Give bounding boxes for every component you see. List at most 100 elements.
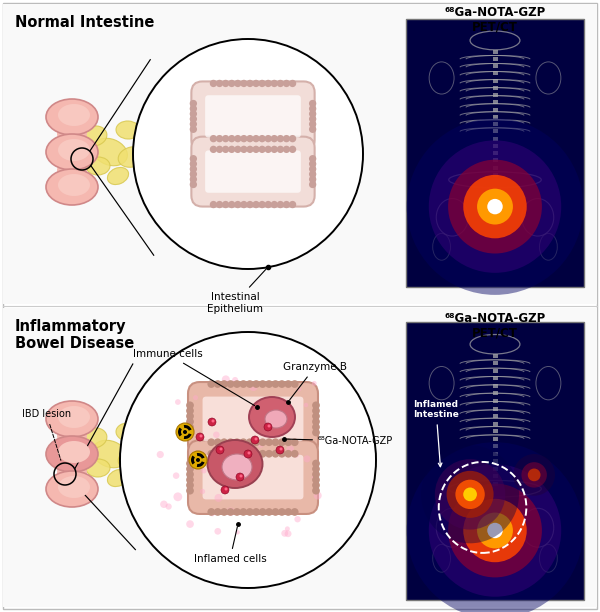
Circle shape <box>222 201 229 208</box>
Circle shape <box>246 450 254 458</box>
Circle shape <box>463 175 527 238</box>
FancyBboxPatch shape <box>191 81 314 151</box>
Circle shape <box>271 80 278 87</box>
Circle shape <box>312 381 317 386</box>
Circle shape <box>239 450 247 458</box>
Bar <box>493 452 497 456</box>
Bar <box>493 376 497 381</box>
Circle shape <box>285 526 290 531</box>
Circle shape <box>253 80 260 87</box>
Bar <box>493 79 497 83</box>
Bar <box>493 422 497 425</box>
Circle shape <box>272 438 280 446</box>
Circle shape <box>190 110 197 118</box>
Ellipse shape <box>46 471 98 507</box>
Circle shape <box>212 419 215 422</box>
Circle shape <box>278 438 286 446</box>
Circle shape <box>309 176 316 183</box>
Circle shape <box>259 146 266 153</box>
Circle shape <box>280 447 283 450</box>
Circle shape <box>289 80 296 87</box>
Text: Inflamed cells: Inflamed cells <box>194 527 266 564</box>
Circle shape <box>257 403 265 410</box>
Circle shape <box>201 468 206 474</box>
Bar <box>493 86 497 90</box>
Circle shape <box>214 528 221 535</box>
Circle shape <box>227 450 235 458</box>
Bar <box>3 4 597 304</box>
Circle shape <box>232 377 238 383</box>
Circle shape <box>291 380 299 388</box>
Wedge shape <box>191 455 195 465</box>
Ellipse shape <box>57 124 87 144</box>
Circle shape <box>276 446 284 454</box>
Circle shape <box>271 201 278 208</box>
Text: Inflamed
Intestine: Inflamed Intestine <box>413 400 459 467</box>
Circle shape <box>239 438 247 446</box>
Circle shape <box>186 412 194 420</box>
Circle shape <box>208 418 216 426</box>
Bar <box>493 474 497 478</box>
Circle shape <box>312 476 320 483</box>
Circle shape <box>421 446 519 543</box>
Circle shape <box>222 146 229 153</box>
Circle shape <box>228 146 235 153</box>
FancyBboxPatch shape <box>188 440 318 514</box>
Circle shape <box>265 146 272 153</box>
Circle shape <box>309 171 316 178</box>
Ellipse shape <box>58 139 90 161</box>
Circle shape <box>477 513 513 548</box>
Circle shape <box>265 135 272 143</box>
Circle shape <box>193 395 198 400</box>
Ellipse shape <box>46 169 98 205</box>
Circle shape <box>239 474 242 477</box>
Circle shape <box>304 403 308 407</box>
Bar <box>493 50 497 54</box>
Wedge shape <box>197 461 205 467</box>
Bar <box>493 482 497 486</box>
Bar <box>493 384 497 388</box>
Bar <box>493 436 497 441</box>
Ellipse shape <box>57 426 87 446</box>
Circle shape <box>521 462 547 488</box>
Circle shape <box>284 450 292 458</box>
Circle shape <box>216 80 223 87</box>
Circle shape <box>186 476 194 483</box>
Ellipse shape <box>58 174 90 196</box>
Circle shape <box>291 438 299 446</box>
Circle shape <box>173 493 182 501</box>
Ellipse shape <box>58 476 90 498</box>
Circle shape <box>222 375 230 383</box>
Ellipse shape <box>107 469 128 487</box>
Circle shape <box>448 483 542 577</box>
Circle shape <box>289 146 296 153</box>
Circle shape <box>240 135 248 143</box>
Circle shape <box>186 401 194 409</box>
Circle shape <box>448 160 542 253</box>
Circle shape <box>224 488 227 490</box>
Circle shape <box>487 523 503 538</box>
Circle shape <box>271 146 278 153</box>
Circle shape <box>265 201 272 208</box>
Bar <box>493 136 497 141</box>
Bar <box>493 72 497 75</box>
Ellipse shape <box>57 160 87 180</box>
Circle shape <box>210 135 217 143</box>
Ellipse shape <box>81 126 107 146</box>
Circle shape <box>120 332 376 588</box>
Ellipse shape <box>118 147 146 167</box>
Circle shape <box>214 508 221 516</box>
Circle shape <box>157 451 164 458</box>
Bar <box>493 151 497 155</box>
Circle shape <box>259 135 266 143</box>
Circle shape <box>259 508 266 516</box>
Circle shape <box>190 165 197 173</box>
FancyBboxPatch shape <box>205 95 301 138</box>
Circle shape <box>477 188 513 225</box>
Text: Granzyme B: Granzyme B <box>283 362 347 400</box>
Circle shape <box>281 530 288 537</box>
Bar <box>3 308 597 607</box>
Ellipse shape <box>92 440 127 468</box>
Circle shape <box>228 201 235 208</box>
Circle shape <box>214 494 223 502</box>
